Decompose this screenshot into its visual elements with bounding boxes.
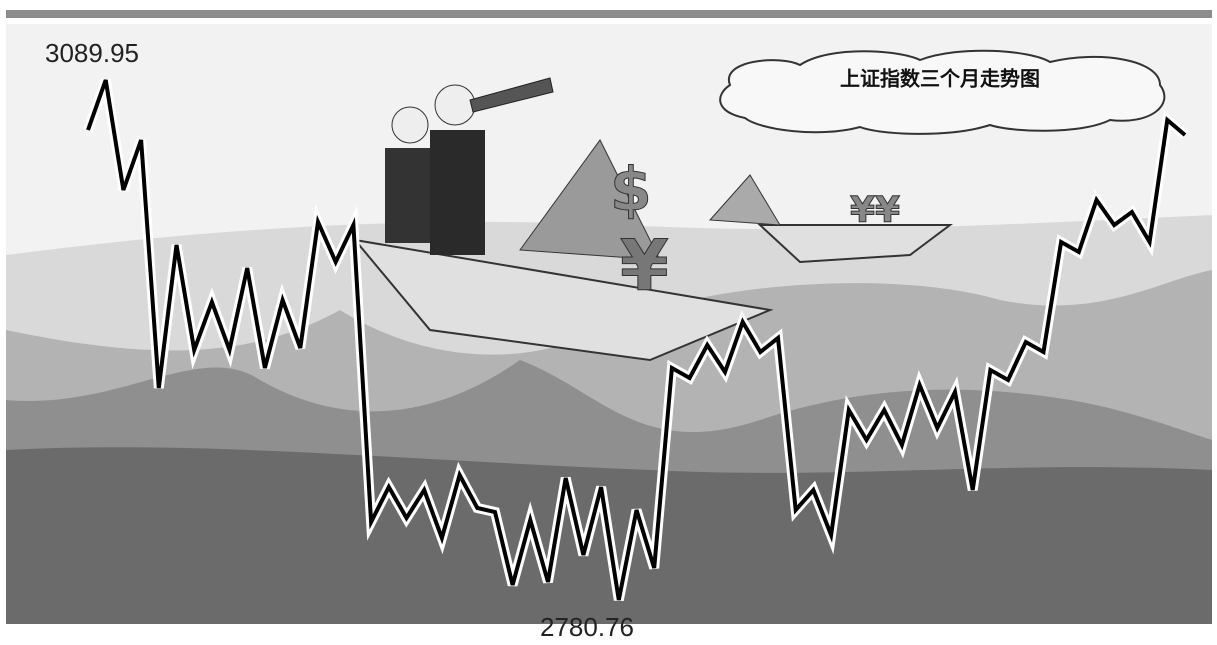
data-label: 3089.95 xyxy=(45,38,139,68)
chart-title: 上证指数三个月走势图 xyxy=(840,67,1040,91)
person-head xyxy=(391,106,429,144)
line xyxy=(86,79,1187,601)
illustration: ¥ $ ¥¥ xyxy=(352,77,953,362)
line-layer xyxy=(83,78,1189,601)
cloud xyxy=(719,49,1166,135)
sail xyxy=(519,139,661,261)
sail xyxy=(708,174,781,226)
person-body xyxy=(385,148,430,243)
top-bar xyxy=(6,10,1212,18)
person-body xyxy=(430,130,485,255)
currency-symbol: ¥¥ xyxy=(850,190,900,231)
currency-symbol: ¥ xyxy=(620,225,669,307)
data-label: 2780.76 xyxy=(540,612,634,642)
paper-boat xyxy=(352,238,774,362)
currency-symbol: $ xyxy=(610,155,652,225)
telescope xyxy=(469,77,554,113)
person-head xyxy=(434,84,476,126)
small-boat xyxy=(757,224,953,264)
